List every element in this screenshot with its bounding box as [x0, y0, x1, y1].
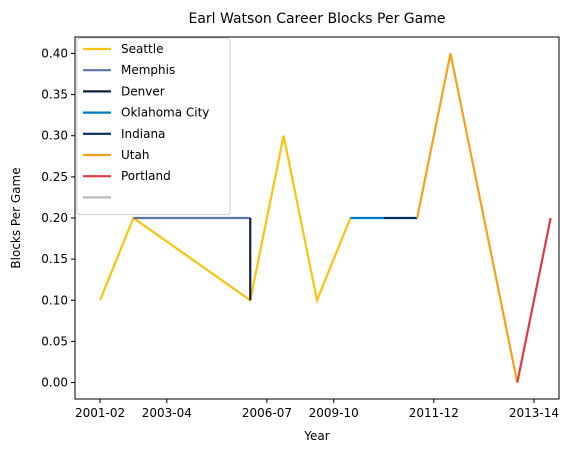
y-tick-label: 0.25	[41, 170, 68, 184]
y-tick-label: 0.20	[41, 211, 68, 225]
y-axis-label: Blocks Per Game	[9, 167, 23, 268]
series-line-portland	[517, 218, 550, 383]
series-line-utah	[417, 53, 517, 382]
legend-label-memphis: Memphis	[121, 63, 175, 77]
x-tick-label: 2003-04	[142, 406, 192, 420]
y-tick-label: 0.05	[41, 334, 68, 348]
y-axis: 0.00 0.05 0.10 0.15 0.20 0.25 0.30 0.35 0.40	[41, 46, 75, 389]
y-tick-label: 0.10	[41, 293, 68, 307]
x-tick-label: 2011-12	[409, 406, 459, 420]
legend-label-indiana: Indiana	[121, 127, 165, 141]
chart-title: Earl Watson Career Blocks Per Game	[188, 11, 445, 27]
y-tick-label: 0.15	[41, 252, 68, 266]
y-tick-label: 0.35	[41, 88, 68, 102]
x-tick-label: 2006-07	[242, 406, 292, 420]
x-axis-label: Year	[303, 429, 329, 443]
x-tick-label: 2001-02	[75, 406, 125, 420]
legend: Seattle Memphis Denver Oklahoma City Indiana…	[77, 38, 230, 215]
legend-label-portland: Portland	[121, 169, 171, 183]
y-tick-label: 0.40	[41, 46, 68, 60]
x-tick-label: 2013-14	[509, 406, 559, 420]
y-tick-label: 0.30	[41, 129, 68, 143]
legend-label-seattle: Seattle	[121, 42, 163, 56]
y-tick-label: 0.00	[41, 376, 68, 390]
legend-label-denver: Denver	[121, 84, 165, 98]
x-tick-label: 2009-10	[309, 406, 359, 420]
legend-label-utah: Utah	[121, 148, 149, 162]
legend-label-oklahoma-city: Oklahoma City	[121, 106, 209, 120]
x-axis: 2001-02 2003-04 2006-07 2009-10 2011-12 2013-…	[75, 399, 559, 420]
